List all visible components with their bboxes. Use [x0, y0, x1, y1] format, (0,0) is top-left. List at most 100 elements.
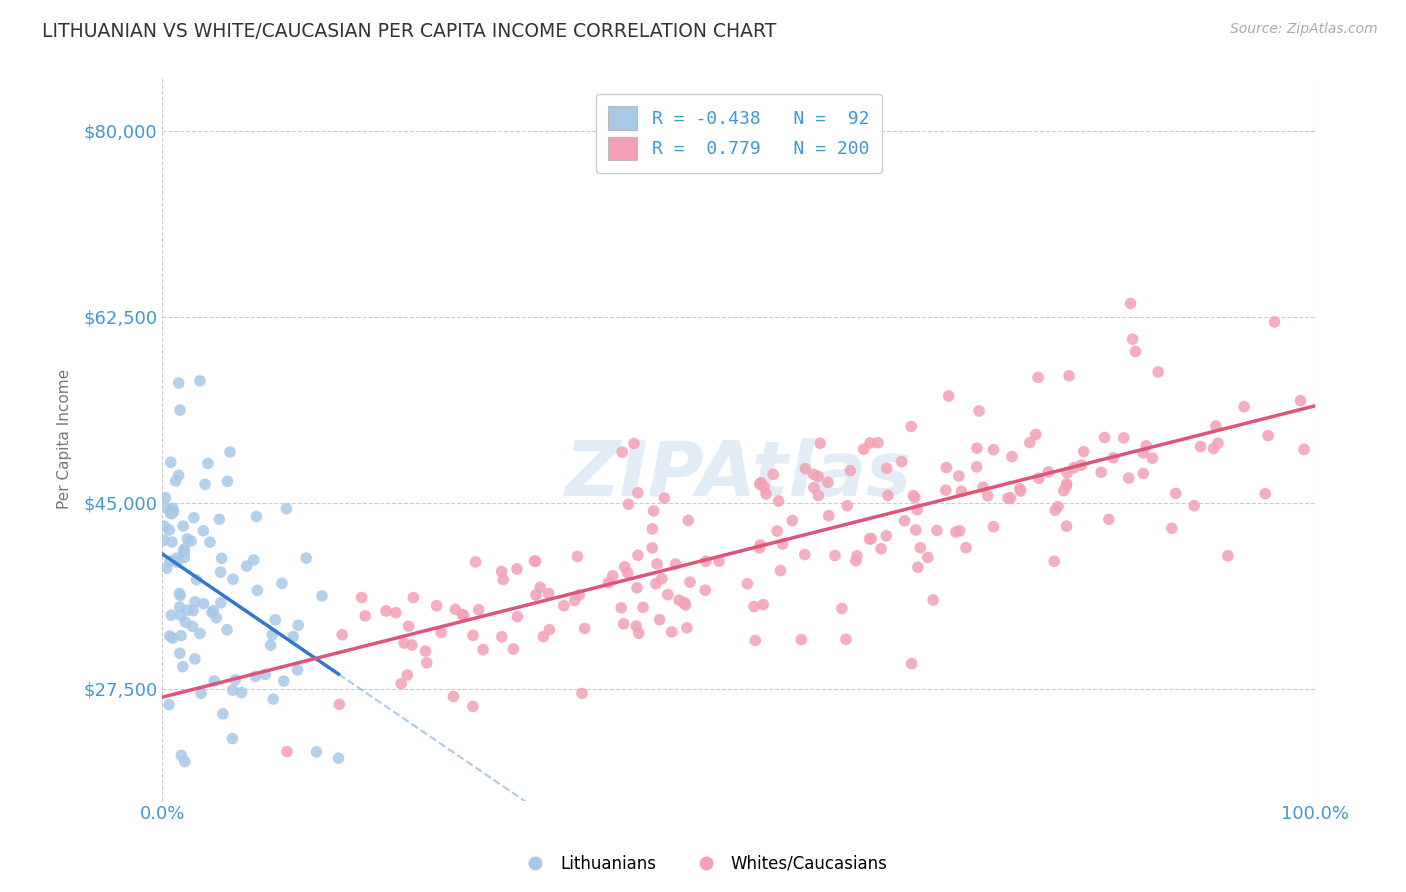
Point: [1132, 467, 1154, 481]
Point: [172, 519, 194, 533]
Point: [1119, 296, 1142, 310]
Point: [1125, 344, 1147, 359]
Point: [744, 633, 766, 648]
Point: [748, 477, 770, 491]
Point: [876, 461, 898, 475]
Point: [1008, 482, 1031, 496]
Point: [903, 489, 925, 503]
Point: [945, 524, 967, 539]
Point: [755, 487, 778, 501]
Point: [1056, 477, 1078, 491]
Point: [807, 469, 830, 483]
Point: [598, 575, 620, 590]
Point: [194, 477, 217, 491]
Point: [537, 586, 560, 600]
Point: [769, 564, 792, 578]
Point: [877, 489, 900, 503]
Point: [564, 593, 586, 607]
Point: [1289, 393, 1312, 408]
Point: [209, 596, 232, 610]
Point: [198, 535, 221, 549]
Point: [430, 625, 453, 640]
Point: [966, 459, 988, 474]
Point: [807, 488, 830, 502]
Point: [665, 557, 688, 571]
Point: [467, 603, 489, 617]
Point: [212, 706, 235, 721]
Point: [264, 613, 287, 627]
Point: [938, 389, 960, 403]
Point: [780, 514, 803, 528]
Point: [948, 469, 970, 483]
Point: [184, 595, 207, 609]
Point: [156, 561, 179, 575]
Point: [173, 541, 195, 556]
Point: [221, 731, 243, 746]
Point: [1118, 471, 1140, 485]
Point: [571, 686, 593, 700]
Point: [375, 604, 398, 618]
Point: [967, 404, 990, 418]
Point: [907, 560, 929, 574]
Point: [794, 461, 817, 475]
Point: [772, 537, 794, 551]
Point: [1053, 483, 1076, 498]
Point: [648, 613, 671, 627]
Point: [1122, 332, 1144, 346]
Point: [173, 550, 195, 565]
Point: [742, 599, 765, 614]
Point: [950, 484, 973, 499]
Point: [160, 507, 183, 521]
Point: [752, 480, 775, 494]
Point: [193, 524, 215, 538]
Point: [870, 541, 893, 556]
Point: [983, 519, 1005, 533]
Point: [1182, 499, 1205, 513]
Point: [153, 533, 176, 548]
Point: [461, 628, 484, 642]
Point: [837, 499, 859, 513]
Point: [1045, 503, 1067, 517]
Point: [262, 628, 284, 642]
Point: [568, 588, 591, 602]
Point: [910, 541, 932, 555]
Point: [922, 593, 945, 607]
Point: [1025, 427, 1047, 442]
Point: [396, 668, 419, 682]
Point: [197, 457, 219, 471]
Point: [153, 519, 176, 533]
Point: [626, 581, 648, 595]
Point: [159, 554, 181, 568]
Point: [808, 436, 831, 450]
Point: [613, 559, 636, 574]
Point: [1018, 435, 1040, 450]
Point: [900, 657, 922, 671]
Point: [824, 549, 846, 563]
Point: [602, 568, 624, 582]
Point: [156, 501, 179, 516]
Point: [616, 566, 638, 580]
Point: [162, 501, 184, 516]
Point: [1254, 487, 1277, 501]
Point: [695, 583, 717, 598]
Text: Source: ZipAtlas.com: Source: ZipAtlas.com: [1230, 22, 1378, 37]
Point: [531, 630, 554, 644]
Text: ZIPAtlas: ZIPAtlas: [565, 438, 912, 512]
Point: [169, 599, 191, 614]
Point: [626, 619, 648, 633]
Point: [737, 576, 759, 591]
Point: [1070, 458, 1092, 472]
Point: [1205, 419, 1227, 434]
Point: [1216, 549, 1239, 563]
Point: [1000, 491, 1022, 505]
Point: [1098, 512, 1121, 526]
Point: [1263, 315, 1285, 329]
Point: [464, 555, 486, 569]
Point: [389, 676, 412, 690]
Point: [231, 685, 253, 699]
Point: [506, 562, 529, 576]
Point: [201, 606, 224, 620]
Legend: Lithuanians, Whites/Caucasians: Lithuanians, Whites/Caucasians: [512, 848, 894, 880]
Point: [385, 606, 408, 620]
Point: [762, 467, 785, 482]
